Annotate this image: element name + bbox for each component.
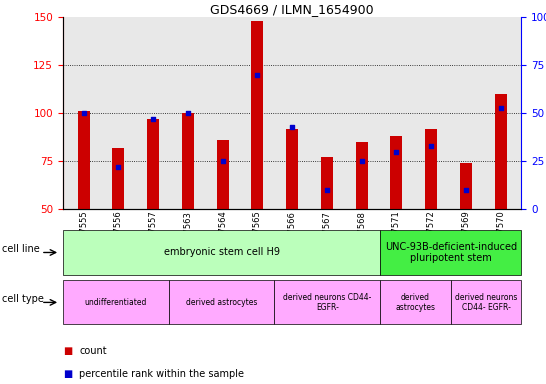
Bar: [460, 163, 472, 209]
Text: count: count: [79, 346, 107, 356]
Text: embryonic stem cell H9: embryonic stem cell H9: [164, 247, 280, 258]
Bar: [78, 111, 90, 209]
Point: [253, 72, 262, 78]
Text: derived
astrocytes: derived astrocytes: [396, 293, 436, 312]
Text: percentile rank within the sample: percentile rank within the sample: [79, 369, 244, 379]
Text: cell type: cell type: [2, 293, 44, 304]
Point: [323, 187, 331, 193]
Text: ■: ■: [63, 369, 72, 379]
Bar: [147, 119, 159, 209]
Bar: [182, 113, 194, 209]
Point: [288, 124, 296, 130]
Bar: [355, 142, 367, 209]
Bar: [390, 136, 402, 209]
Bar: [217, 140, 229, 209]
Point: [496, 104, 505, 111]
Point: [218, 158, 227, 164]
Point: [461, 187, 470, 193]
Text: UNC-93B-deficient-induced
pluripotent stem: UNC-93B-deficient-induced pluripotent st…: [385, 242, 517, 263]
Title: GDS4669 / ILMN_1654900: GDS4669 / ILMN_1654900: [210, 3, 374, 16]
Bar: [286, 129, 298, 209]
Point: [149, 116, 157, 122]
Text: ■: ■: [63, 346, 72, 356]
Bar: [251, 21, 263, 209]
Text: cell line: cell line: [2, 243, 39, 254]
Text: undifferentiated: undifferentiated: [85, 298, 147, 307]
Point: [357, 158, 366, 164]
Text: derived astrocytes: derived astrocytes: [186, 298, 257, 307]
Point: [79, 110, 88, 116]
Point: [427, 143, 436, 149]
Bar: [112, 148, 124, 209]
Point: [392, 149, 401, 155]
Point: [114, 164, 123, 170]
Bar: [495, 94, 507, 209]
Bar: [321, 157, 333, 209]
Text: derived neurons CD44-
EGFR-: derived neurons CD44- EGFR-: [283, 293, 372, 312]
Point: [183, 110, 192, 116]
Bar: [425, 129, 437, 209]
Text: derived neurons
CD44- EGFR-: derived neurons CD44- EGFR-: [455, 293, 518, 312]
